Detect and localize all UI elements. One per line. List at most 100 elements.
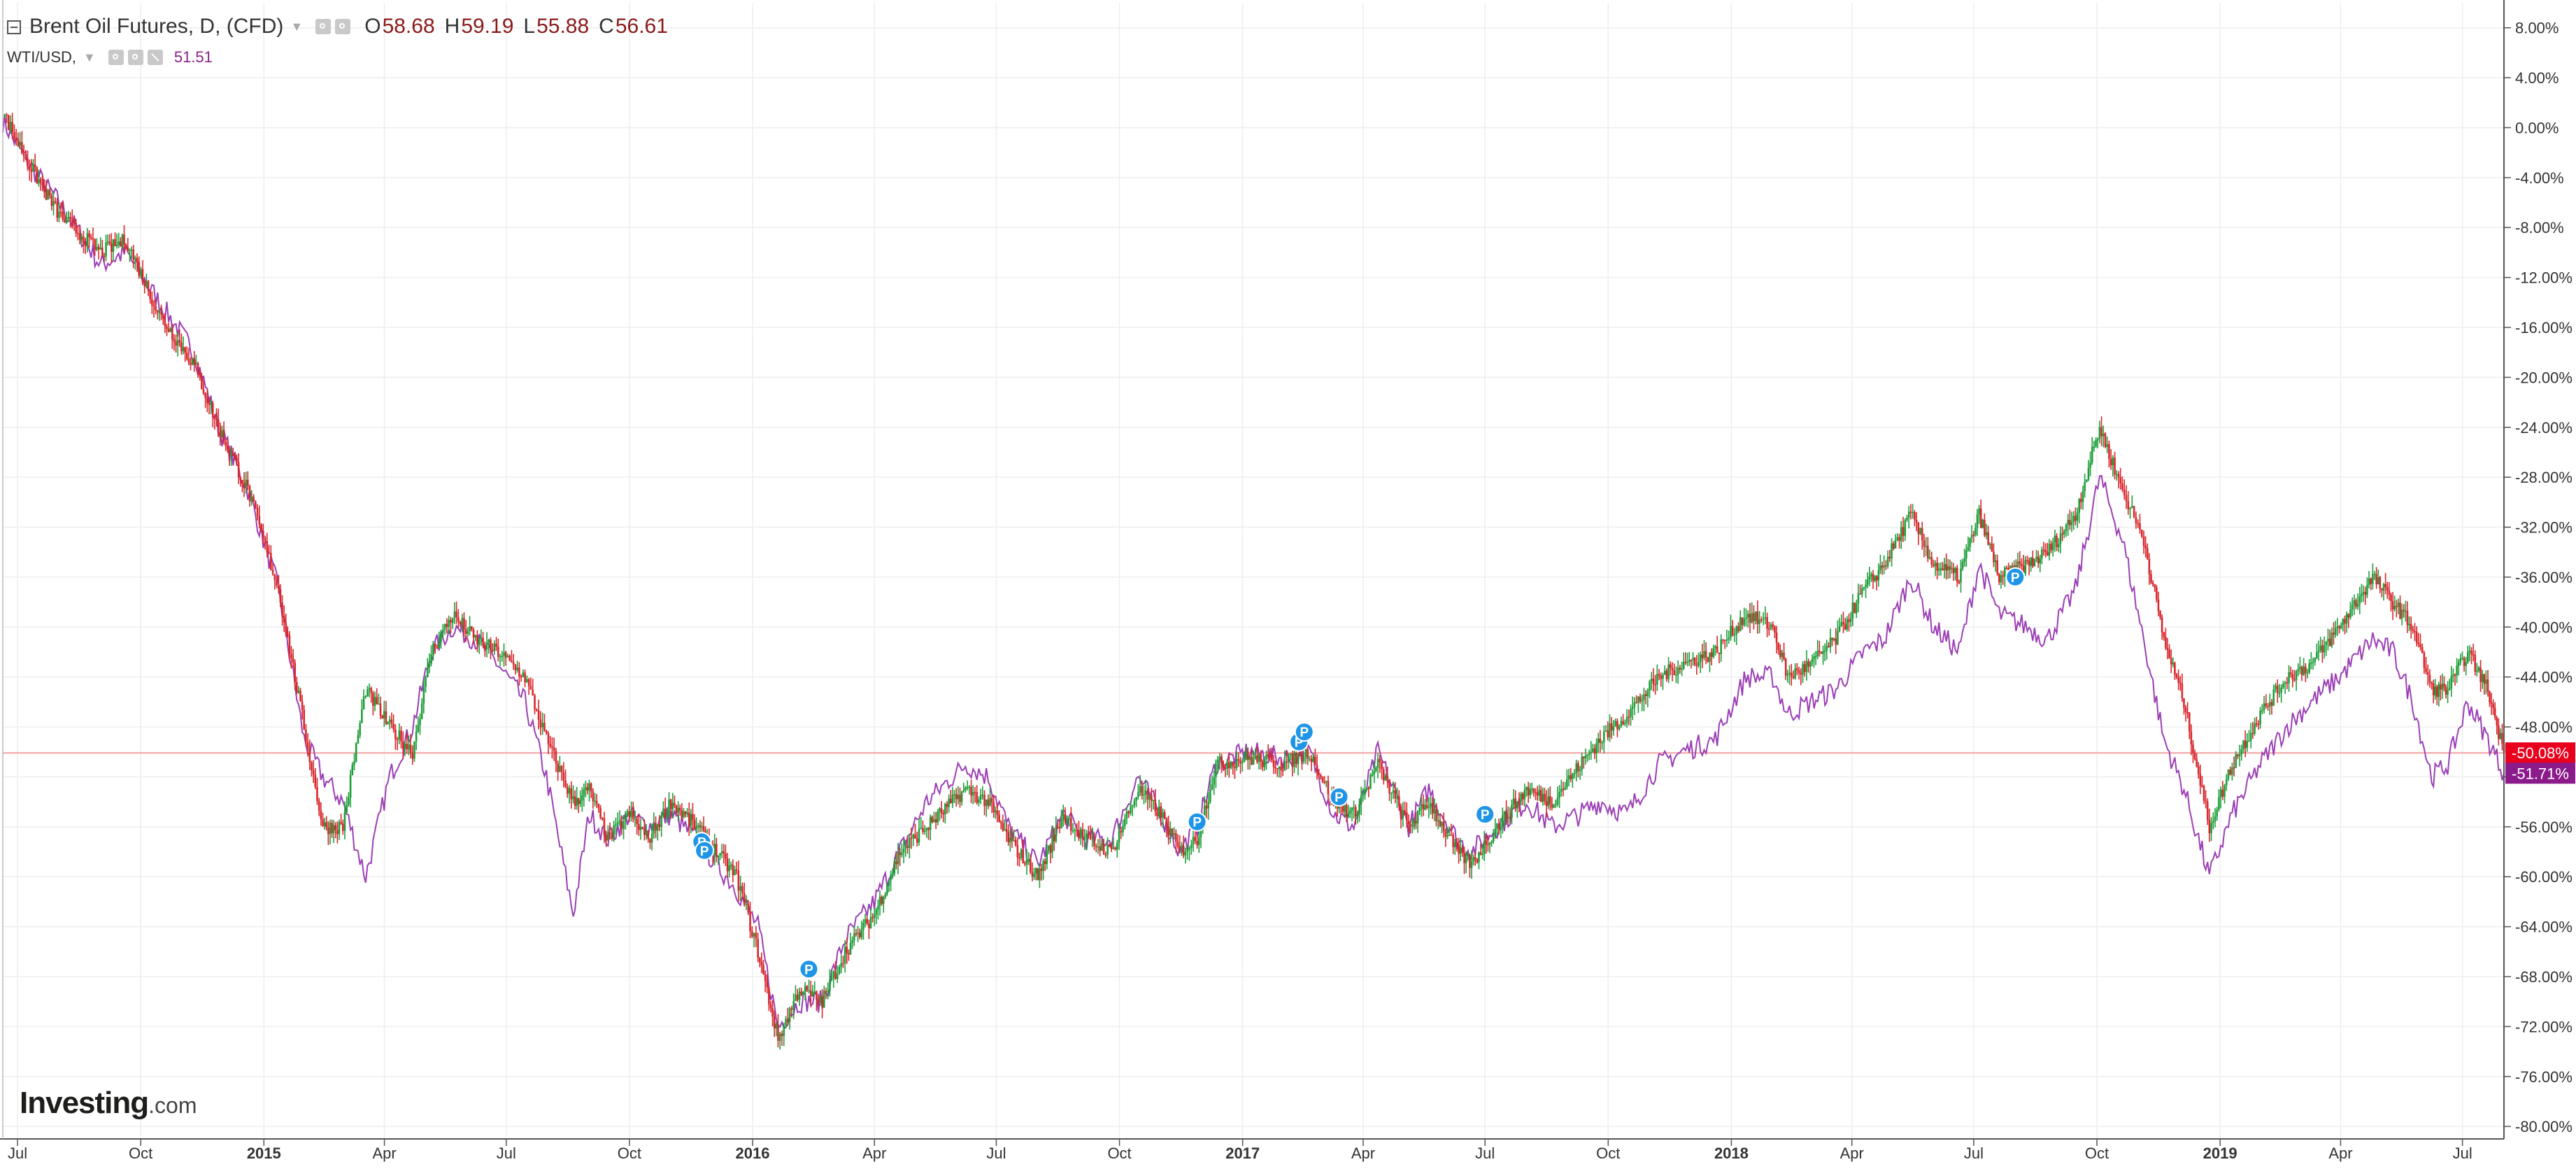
event-marker-icon[interactable]: P	[1475, 805, 1495, 824]
candle-down	[208, 402, 211, 405]
candle-down	[871, 917, 874, 919]
candle-down	[2190, 731, 2193, 745]
candle-down	[2203, 786, 2205, 801]
candle-up	[1116, 842, 1118, 850]
candle-down	[206, 398, 208, 403]
candle-down	[545, 730, 548, 734]
candle-down	[764, 974, 767, 982]
candle-down	[1444, 831, 1447, 837]
candle-down	[97, 246, 100, 250]
candle-down	[2127, 501, 2130, 510]
collapse-legend-icon[interactable]	[7, 20, 21, 34]
event-marker-icon[interactable]: P	[1329, 787, 1349, 807]
candle-down	[1053, 835, 1055, 842]
candle-up	[355, 743, 357, 762]
candle-up	[882, 897, 885, 904]
candle-down	[534, 695, 536, 710]
candle-up	[2434, 686, 2437, 695]
candle-down	[2050, 544, 2052, 551]
candle-up	[1118, 830, 1120, 843]
candle-up	[2112, 458, 2114, 466]
candle-up	[891, 873, 894, 875]
candle-down	[693, 820, 696, 829]
candle-down	[810, 990, 812, 997]
candle-down	[103, 256, 106, 257]
candle-down	[2140, 530, 2143, 537]
event-marker-icon[interactable]: P	[1294, 722, 1314, 742]
brent-candle-series	[3, 113, 2505, 1050]
chevron-down-icon[interactable]: ▼	[290, 19, 304, 34]
candle-up	[832, 971, 835, 978]
candle-down	[436, 647, 439, 649]
compare-series-title[interactable]: WTI/USD,	[7, 48, 76, 66]
candle-down	[306, 742, 309, 748]
candle-up	[1879, 565, 1881, 570]
candle-down	[524, 672, 526, 683]
candle-up	[1646, 690, 1649, 696]
candle-down	[638, 824, 640, 830]
candle-up	[1829, 637, 1832, 648]
candle-down	[400, 730, 402, 742]
candle-up	[1592, 748, 1594, 752]
candle-down	[1853, 602, 1856, 614]
visibility-icon[interactable]	[315, 19, 332, 34]
candle-down	[2414, 631, 2416, 632]
candle-up	[1347, 813, 1350, 817]
candle-up	[1254, 755, 1257, 760]
candle-down	[2069, 519, 2071, 525]
settings-icon[interactable]	[127, 50, 143, 65]
candle-up	[2078, 499, 2081, 513]
candle-up	[1125, 811, 1128, 819]
settings-icon[interactable]	[335, 19, 351, 34]
candle-up	[1083, 839, 1086, 840]
candle-up	[2225, 779, 2228, 786]
candle-down	[675, 805, 678, 814]
candle-up	[182, 347, 185, 352]
candle-up	[1967, 546, 1970, 551]
candle-down	[2463, 658, 2465, 666]
brent-last-value-tag: -50.08%	[2505, 742, 2575, 764]
candle-down	[90, 236, 92, 239]
candle-down	[54, 201, 57, 203]
candle-up	[616, 822, 619, 825]
candle-down	[1722, 639, 1724, 641]
candle-down	[78, 233, 81, 240]
marker-label: P	[700, 844, 709, 859]
event-markers[interactable]: PPPPPPPPP	[692, 567, 2026, 979]
candle-up	[2268, 702, 2271, 707]
candle-down	[1295, 753, 1297, 765]
candle-up	[1969, 537, 1971, 547]
candle-up	[966, 786, 969, 788]
candle-up	[1567, 775, 1570, 780]
candle-down	[735, 870, 738, 871]
candle-up	[1554, 804, 1557, 806]
chevron-down-icon[interactable]: ▼	[83, 50, 96, 64]
candle-up	[2382, 583, 2385, 591]
candle-down	[842, 963, 844, 965]
candle-up	[1289, 753, 1292, 756]
candle-down	[846, 947, 848, 954]
visibility-icon[interactable]	[108, 50, 124, 65]
event-marker-icon[interactable]: P	[2005, 567, 2026, 587]
candle-up	[1293, 753, 1295, 767]
candle-down	[1909, 511, 1912, 513]
candle-up	[1891, 543, 1893, 559]
legend-compare-series[interactable]: WTI/USD, ▼ 51.51	[7, 45, 668, 70]
remove-icon[interactable]	[147, 50, 163, 65]
candle-up	[1500, 827, 1502, 830]
candle-down	[2044, 550, 2047, 553]
candle-up	[875, 909, 878, 915]
event-marker-icon[interactable]: P	[799, 959, 819, 979]
candle-down	[1176, 842, 1179, 846]
candle-down	[1049, 845, 1052, 853]
event-marker-icon[interactable]: P	[695, 840, 715, 860]
candle-up	[1863, 587, 1865, 589]
candle-down	[225, 441, 227, 446]
candle-up	[2059, 533, 2062, 544]
legend-main-series[interactable]: Brent Oil Futures, D, (CFD) ▼ O 58.68 H 59…	[7, 10, 668, 43]
candle-down	[2425, 667, 2427, 672]
event-marker-icon[interactable]: P	[1187, 812, 1207, 832]
candle-up	[1988, 544, 1991, 545]
main-series-title[interactable]: Brent Oil Futures, D, (CFD)	[29, 15, 284, 38]
